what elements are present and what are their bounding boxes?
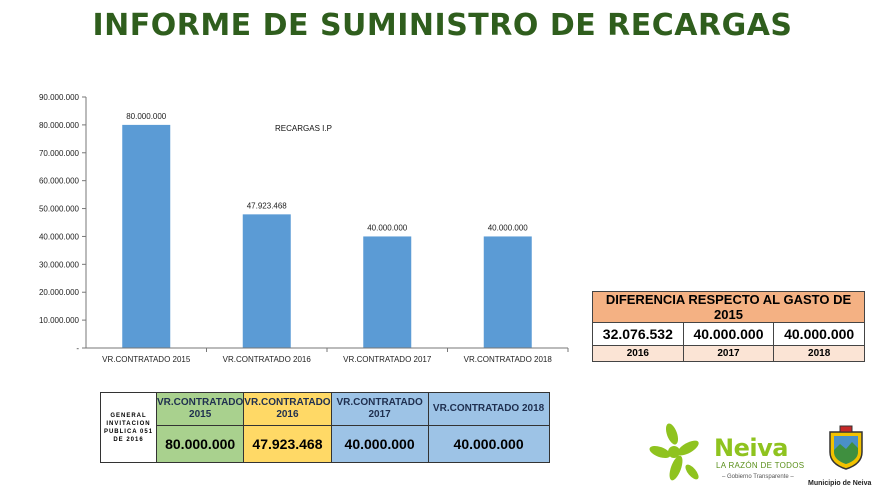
y-tick-label: 80.000.000	[39, 121, 80, 130]
municipality-shield-icon	[829, 425, 863, 470]
neiva-tagline: – Gobierno Transparente –	[722, 474, 794, 480]
contract-header-2016: VR.CONTRATADO 2016	[243, 392, 332, 426]
bar-value-label: 80.000.000	[126, 112, 167, 121]
y-tick-label: 50.000.000	[39, 205, 80, 214]
header-line: VR.CONTRATADO 2018	[432, 403, 545, 414]
bar	[363, 236, 412, 348]
difference-title: DIFERENCIA RESPECTO AL GASTO DE 2015	[592, 291, 865, 323]
contract-value-2018: 40.000.000	[427, 425, 550, 463]
header-line: VR.CONTRATADO	[244, 397, 331, 408]
contract-header-2018: VR.CONTRATADO 2018	[427, 392, 550, 426]
difference-value: 32.076.532	[592, 322, 684, 346]
y-tick-label: 20.000.000	[39, 288, 80, 297]
difference-year: 2017	[682, 345, 775, 362]
neiva-leaf-logo	[649, 423, 699, 481]
neiva-wordmark: Neiva	[714, 434, 788, 462]
difference-value: 40.000.000	[773, 322, 865, 346]
logos-area: Neiva LA RAZÓN DE TODOS – Gobierno Trans…	[648, 420, 878, 490]
difference-year: 2018	[773, 345, 865, 362]
municipality-name: Municipio de Neiva	[808, 480, 872, 487]
contract-header-2017: VR.CONTRATADO 2017	[330, 392, 429, 426]
bar-value-label: 47.923.468	[247, 201, 288, 210]
x-tick-label: VR.CONTRATADO 2018	[464, 355, 553, 364]
x-tick-label: VR.CONTRATADO 2015	[102, 355, 191, 364]
y-tick-label: 40.000.000	[39, 232, 80, 241]
x-tick-label: VR.CONTRATADO 2016	[223, 355, 312, 364]
bars: 80.000.000 47.923.468 40.000.000 40.000.000	[122, 112, 532, 348]
y-tick-label: 90.000.000	[39, 93, 80, 102]
bar-value-label: 40.000.000	[367, 223, 408, 232]
x-axis: VR.CONTRATADO 2015 VR.CONTRATADO 2016 VR.C…	[86, 347, 569, 364]
difference-table: DIFERENCIA RESPECTO AL GASTO DE 2015 32.…	[592, 291, 865, 362]
y-tick-label: -	[76, 344, 79, 353]
contract-header-2015: VR.CONTRATADO 2015	[155, 392, 245, 426]
contract-value-2016: 47.923.468	[243, 425, 332, 463]
y-tick-label: 70.000.000	[39, 149, 80, 158]
header-line: VR.CONTRATADO	[336, 397, 423, 408]
bar	[122, 124, 171, 348]
header-year: 2017	[368, 409, 391, 420]
header-year: 2016	[276, 409, 299, 420]
bar-chart: - 10.000.000 20.000.000 30.000.000 40.000.00…	[39, 93, 569, 364]
bar	[242, 214, 291, 348]
contract-value-2015: 80.000.000	[155, 425, 245, 463]
bar	[483, 236, 532, 348]
difference-value: 40.000.000	[682, 322, 775, 346]
bar-value-label: 40.000.000	[488, 223, 529, 232]
page-title: INFORME DE SUMINISTRO DE RECARGAS	[92, 8, 793, 43]
contract-value-2017: 40.000.000	[330, 425, 429, 463]
contract-row-label: GENERAL INVITACION PUBLICA 051 DE 2016	[100, 392, 157, 463]
y-tick-label: 60.000.000	[39, 177, 80, 186]
neiva-slogan: LA RAZÓN DE TODOS	[716, 461, 805, 470]
x-tick-label: VR.CONTRATADO 2017	[343, 355, 432, 364]
y-tick-label: 30.000.000	[39, 260, 80, 269]
chart-annotation: RECARGAS I.P	[275, 124, 332, 133]
difference-year: 2016	[592, 345, 684, 362]
y-tick-label: 10.000.000	[39, 316, 80, 325]
y-axis: - 10.000.000 20.000.000 30.000.000 40.000.00…	[39, 93, 87, 353]
header-line: VR.CONTRATADO	[157, 397, 244, 408]
contract-values-table: GENERAL INVITACION PUBLICA 051 DE 2016 V…	[100, 392, 550, 463]
header-year: 2015	[189, 409, 212, 420]
